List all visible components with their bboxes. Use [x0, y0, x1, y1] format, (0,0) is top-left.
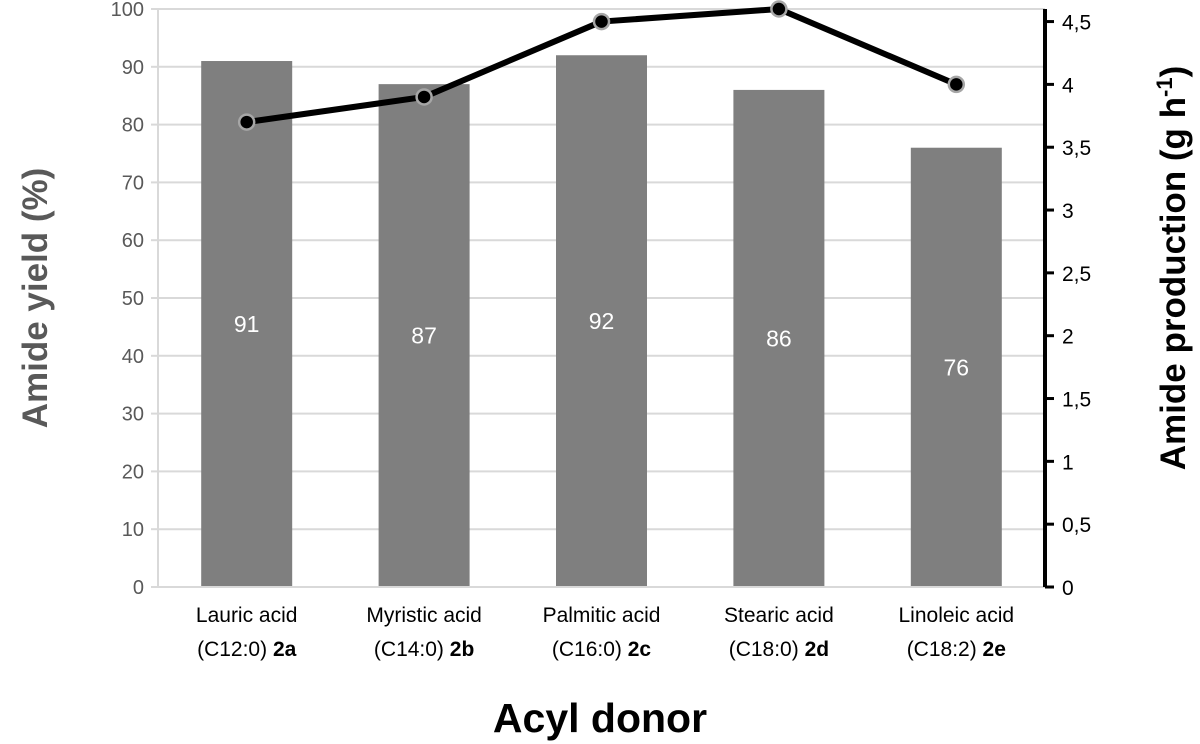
y-right-tick-label: 0,5: [1062, 514, 1091, 537]
y-right-tick-label: 0: [1062, 577, 1074, 600]
category-chain: (C18:2): [907, 638, 983, 661]
y-left-tick-label: 30: [122, 404, 144, 426]
y-left-tick-label: 100: [111, 0, 144, 21]
line-point: [770, 0, 788, 18]
y-right-tick-label: 3: [1062, 200, 1074, 223]
y-right-tick-label: 4,5: [1062, 12, 1091, 35]
y-left-tick-label: 10: [122, 519, 144, 541]
category-compound-id: 2d: [805, 638, 830, 661]
category-compound-id: 2a: [273, 638, 297, 661]
axes: [151, 8, 1054, 589]
y-left-tick-label: 80: [122, 115, 144, 137]
y-left-tick-label: 0: [133, 577, 144, 599]
category-name-label: Lauric acid: [196, 604, 298, 627]
line-point: [237, 113, 256, 131]
category-chain-label: (C14:0) 2b: [374, 638, 474, 661]
superscript-minus-one: -1: [1152, 77, 1177, 97]
bar-data-label: 76: [944, 354, 970, 380]
category-chain: (C12:0): [197, 638, 273, 661]
x-axis-title: Acyl donor: [493, 695, 707, 741]
line-point: [415, 88, 433, 106]
y-axis-right-title: Amide production (g h-1): [1152, 66, 1193, 471]
bar: [910, 147, 1002, 587]
category-name-label: Myristic acid: [366, 604, 482, 627]
y-left-tick-label: 20: [122, 461, 144, 483]
bar: [378, 84, 470, 587]
closing-paren: ): [1154, 66, 1193, 78]
category-chain: (C14:0): [374, 638, 450, 661]
line-series: [237, 0, 966, 131]
category-name-label: Linoleic acid: [899, 604, 1015, 627]
bar: [733, 89, 825, 588]
y-right-tick-label: 1: [1062, 451, 1074, 474]
y-left-tick-label: 60: [122, 230, 144, 252]
y-left-tick-label: 90: [122, 57, 144, 79]
category-compound-id: 2c: [628, 638, 652, 661]
category-compound-id: 2e: [983, 638, 1006, 661]
labels: 0 10 20 30 40 50 60 70 80 90 100 91 87 92 86 76 0 0,5 1 1,5…: [111, 0, 1092, 661]
category-chain-label: (C18:0) 2d: [729, 638, 829, 661]
bar-data-label: 92: [589, 308, 615, 334]
bar-data-label: 91: [234, 311, 260, 337]
bar-data-label: 87: [411, 323, 437, 349]
line-point: [947, 75, 966, 94]
line-point: [592, 12, 611, 31]
category-chain-label: (C18:2) 2e: [907, 638, 1006, 661]
bar: [556, 55, 647, 588]
category-chain-label: (C16:0) 2c: [552, 638, 652, 661]
y-right-tick-label: 2: [1062, 326, 1074, 349]
bar-data-label: 86: [766, 325, 792, 351]
category-name-label: Palmitic acid: [543, 604, 661, 627]
y-right-tick-label: 2,5: [1062, 263, 1091, 286]
category-chain: (C16:0): [552, 638, 628, 661]
y-axis-left-title: Amide yield (%): [16, 168, 55, 429]
category-chain-label: (C12:0) 2a: [197, 638, 297, 661]
category-compound-id: 2b: [450, 638, 475, 661]
y-left-tick-label: 70: [122, 172, 144, 194]
bar-series: [201, 55, 1002, 588]
category-name-label: Stearic acid: [724, 604, 834, 627]
y-left-tick-label: 50: [122, 288, 144, 310]
category-chain: (C18:0): [729, 638, 805, 661]
y-left-tick-label: 40: [122, 346, 144, 368]
y-right-tick-label: 1,5: [1062, 389, 1091, 412]
y-right-tick-label: 3,5: [1062, 137, 1091, 160]
y-right-tick-label: 4: [1062, 74, 1074, 97]
bar: [201, 61, 293, 587]
